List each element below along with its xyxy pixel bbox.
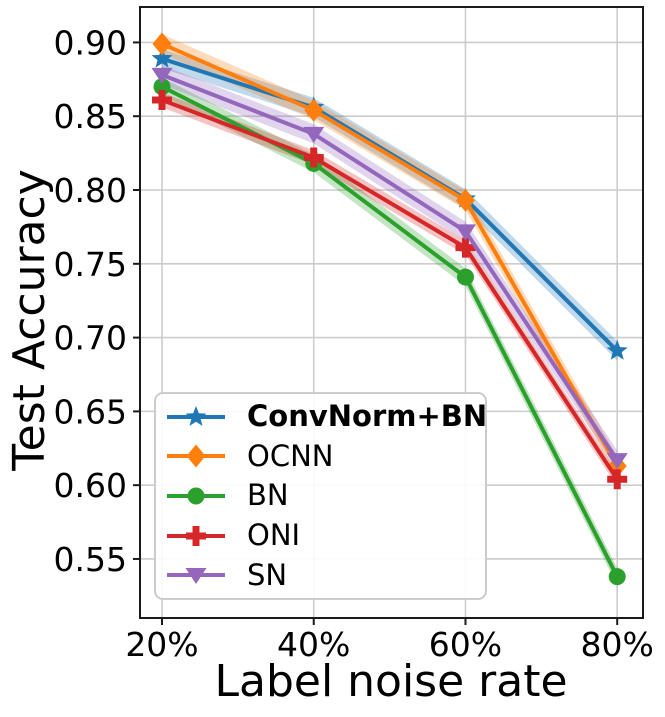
series-line	[161, 84, 619, 578]
marker-diamond-icon	[455, 188, 475, 212]
x-tick-label: 60%	[429, 625, 502, 664]
legend-item-oni: ONI	[165, 521, 479, 551]
marker-circle-icon	[456, 268, 474, 286]
marker-circle-icon	[187, 487, 205, 505]
y-tick-label: 0.75	[54, 245, 127, 284]
marker-plus-icon	[186, 525, 206, 546]
legend-label: BN	[247, 478, 289, 513]
marker-plus-icon	[152, 89, 173, 110]
x-tick-label: 20%	[125, 625, 198, 664]
plot-border	[139, 6, 644, 619]
marker-star-icon	[151, 47, 173, 68]
legend-label: OCNN	[247, 438, 334, 473]
marker-diamond-icon	[304, 98, 324, 122]
tick-labels: 0.90 0.85 0.80 0.75 0.70 0.65 0.60 0.55 20% 40% 60…	[54, 23, 654, 664]
series-oni	[152, 89, 628, 490]
legend-item-ocnn: OCNN	[165, 441, 479, 471]
marker-diamond-icon	[152, 32, 172, 56]
y-tick-label: 0.70	[54, 319, 127, 358]
x-tick-label: 80%	[581, 625, 654, 664]
series-line	[161, 42, 619, 467]
marker-plus-icon	[455, 237, 476, 258]
legend-item-bn: BN	[165, 481, 479, 511]
marker-star-icon	[606, 339, 628, 360]
marker-circle-icon	[608, 568, 626, 586]
legend-plus-icon	[167, 525, 225, 546]
legend-circle-icon	[167, 487, 225, 505]
marker-triangle-down-icon	[151, 67, 173, 84]
legend: ConvNorm+BN OCNN BN ONI SN	[154, 392, 487, 600]
marker-triangle-down-icon	[303, 126, 325, 143]
tick-marks	[133, 41, 619, 625]
marker-triangle-down-icon	[606, 453, 628, 470]
legend-star-icon	[167, 405, 225, 426]
marker-diamond-icon	[186, 444, 206, 468]
marker-triangle-down-icon	[454, 224, 476, 241]
series-line	[161, 73, 619, 462]
x-axis-label: Label noise rate	[214, 656, 568, 707]
marker-plus-icon	[607, 469, 628, 490]
y-tick-label: 0.60	[54, 466, 127, 505]
y-tick-label: 0.55	[54, 540, 127, 579]
y-tick-label: 0.85	[54, 97, 127, 136]
y-axis-label: Test Accuracy	[4, 169, 55, 471]
error-band	[162, 49, 618, 361]
marker-triangle-down-icon	[185, 568, 207, 585]
legend-diamond-icon	[167, 444, 225, 468]
series-sn	[151, 67, 628, 470]
legend-label: ONI	[247, 518, 301, 553]
marker-star-icon	[185, 405, 207, 426]
y-tick-label: 0.90	[54, 23, 127, 62]
x-tick-label: 40%	[277, 625, 350, 664]
series-line	[161, 98, 619, 481]
marker-circle-icon	[153, 78, 171, 96]
error-bands	[162, 34, 618, 586]
series-bn	[153, 78, 626, 586]
legend-label: SN	[247, 557, 288, 592]
marker-plus-icon	[303, 147, 324, 168]
legend-item-convnorm-bn: ConvNorm+BN	[165, 402, 487, 432]
legend-label: ConvNorm+BN	[247, 399, 488, 434]
legend-triangle-down-icon	[167, 568, 225, 585]
y-tick-label: 0.65	[54, 392, 127, 431]
y-tick-label: 0.80	[54, 171, 127, 210]
legend-item-sn: SN	[165, 560, 479, 590]
